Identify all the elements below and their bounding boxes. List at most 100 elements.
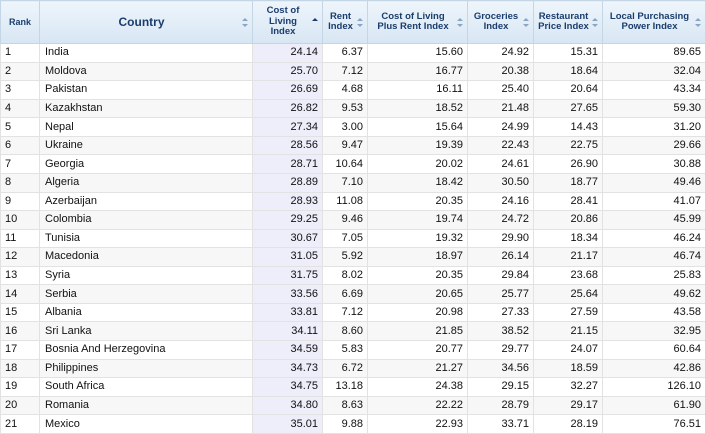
value-cell: 28.79 <box>468 396 534 415</box>
value-cell: 30.88 <box>603 155 705 174</box>
column-header[interactable]: Groceries Index <box>468 1 534 44</box>
rank-cell: 15 <box>1 303 40 322</box>
value-cell: 15.31 <box>534 44 603 63</box>
value-cell: 76.51 <box>603 415 705 434</box>
header-label: Groceries Index <box>474 11 518 33</box>
value-cell: 13.18 <box>323 378 368 397</box>
country-cell: South Africa <box>40 378 253 397</box>
value-cell: 7.10 <box>323 173 368 192</box>
value-cell: 18.97 <box>368 248 468 267</box>
country-cell: Syria <box>40 266 253 285</box>
value-cell: 29.90 <box>468 229 534 248</box>
value-cell: 33.56 <box>253 285 323 304</box>
rank-cell: 13 <box>1 266 40 285</box>
column-header[interactable]: Rent Index <box>323 1 368 44</box>
column-header[interactable]: Restaurant Price Index <box>534 1 603 44</box>
value-cell: 24.16 <box>468 192 534 211</box>
rank-cell: 21 <box>1 415 40 434</box>
value-cell: 9.46 <box>323 211 368 230</box>
value-cell: 29.77 <box>468 341 534 360</box>
value-cell: 25.83 <box>603 266 705 285</box>
value-cell: 19.32 <box>368 229 468 248</box>
value-cell: 16.11 <box>368 81 468 100</box>
value-cell: 8.60 <box>323 322 368 341</box>
value-cell: 22.43 <box>468 136 534 155</box>
value-cell: 43.34 <box>603 81 705 100</box>
value-cell: 28.56 <box>253 136 323 155</box>
column-header[interactable]: Cost of Living Index <box>253 1 323 44</box>
value-cell: 34.73 <box>253 359 323 378</box>
rank-cell: 12 <box>1 248 40 267</box>
value-cell: 28.19 <box>534 415 603 434</box>
value-cell: 31.20 <box>603 118 705 137</box>
column-header[interactable]: Country <box>40 1 253 44</box>
value-cell: 24.72 <box>468 211 534 230</box>
value-cell: 23.68 <box>534 266 603 285</box>
value-cell: 25.40 <box>468 81 534 100</box>
column-header[interactable]: Local Purchasing Power Index <box>603 1 705 44</box>
country-cell: Georgia <box>40 155 253 174</box>
header-label: Rent Index <box>328 11 353 33</box>
value-cell: 46.24 <box>603 229 705 248</box>
country-cell: Moldova <box>40 62 253 81</box>
value-cell: 15.60 <box>368 44 468 63</box>
country-cell: Ukraine <box>40 136 253 155</box>
sort-icon <box>523 18 529 27</box>
value-cell: 24.92 <box>468 44 534 63</box>
column-header[interactable]: Rank <box>1 1 40 44</box>
value-cell: 18.59 <box>534 359 603 378</box>
value-cell: 31.75 <box>253 266 323 285</box>
value-cell: 21.85 <box>368 322 468 341</box>
country-cell: Tunisia <box>40 229 253 248</box>
rank-cell: 10 <box>1 211 40 230</box>
value-cell: 34.80 <box>253 396 323 415</box>
country-cell: Macedonia <box>40 248 253 267</box>
value-cell: 43.58 <box>603 303 705 322</box>
value-cell: 27.65 <box>534 99 603 118</box>
value-cell: 20.02 <box>368 155 468 174</box>
value-cell: 22.93 <box>368 415 468 434</box>
value-cell: 27.59 <box>534 303 603 322</box>
value-cell: 20.64 <box>534 81 603 100</box>
value-cell: 30.67 <box>253 229 323 248</box>
rank-cell: 1 <box>1 44 40 63</box>
country-cell: Philippines <box>40 359 253 378</box>
value-cell: 18.77 <box>534 173 603 192</box>
rank-cell: 8 <box>1 173 40 192</box>
country-cell: Kazakhstan <box>40 99 253 118</box>
value-cell: 9.53 <box>323 99 368 118</box>
value-cell: 28.41 <box>534 192 603 211</box>
value-cell: 19.74 <box>368 211 468 230</box>
value-cell: 18.34 <box>534 229 603 248</box>
value-cell: 4.68 <box>323 81 368 100</box>
value-cell: 6.72 <box>323 359 368 378</box>
value-cell: 34.59 <box>253 341 323 360</box>
value-cell: 29.15 <box>468 378 534 397</box>
value-cell: 20.35 <box>368 266 468 285</box>
rank-cell: 6 <box>1 136 40 155</box>
value-cell: 21.48 <box>468 99 534 118</box>
value-cell: 25.77 <box>468 285 534 304</box>
rank-cell: 20 <box>1 396 40 415</box>
rank-cell: 17 <box>1 341 40 360</box>
rank-cell: 16 <box>1 322 40 341</box>
country-cell: Serbia <box>40 285 253 304</box>
column-header[interactable]: Cost of Living Plus Rent Index <box>368 1 468 44</box>
sort-icon <box>592 18 598 27</box>
value-cell: 34.11 <box>253 322 323 341</box>
value-cell: 29.84 <box>468 266 534 285</box>
country-cell: Bosnia And Herzegovina <box>40 341 253 360</box>
value-cell: 32.04 <box>603 62 705 81</box>
value-cell: 16.77 <box>368 62 468 81</box>
rank-cell: 11 <box>1 229 40 248</box>
